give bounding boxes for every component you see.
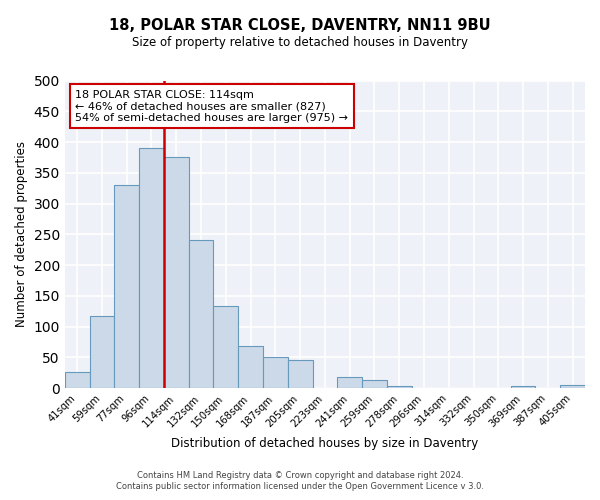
Text: 18, POLAR STAR CLOSE, DAVENTRY, NN11 9BU: 18, POLAR STAR CLOSE, DAVENTRY, NN11 9BU	[109, 18, 491, 32]
Text: 18 POLAR STAR CLOSE: 114sqm
← 46% of detached houses are smaller (827)
54% of se: 18 POLAR STAR CLOSE: 114sqm ← 46% of det…	[75, 90, 348, 123]
Y-axis label: Number of detached properties: Number of detached properties	[15, 142, 28, 328]
Bar	[65, 372, 89, 388]
Bar	[188, 240, 214, 388]
Text: Size of property relative to detached houses in Daventry: Size of property relative to detached ho…	[132, 36, 468, 49]
Bar	[115, 185, 139, 388]
Bar	[387, 386, 412, 388]
Bar	[214, 306, 238, 388]
Bar	[337, 377, 362, 388]
Bar	[511, 386, 535, 388]
X-axis label: Distribution of detached houses by size in Daventry: Distribution of detached houses by size …	[171, 437, 479, 450]
Bar	[288, 360, 313, 388]
Bar	[139, 148, 164, 388]
Bar	[89, 316, 115, 388]
Text: Contains public sector information licensed under the Open Government Licence v : Contains public sector information licen…	[116, 482, 484, 491]
Bar	[164, 158, 188, 388]
Bar	[362, 380, 387, 388]
Text: Contains HM Land Registry data © Crown copyright and database right 2024.: Contains HM Land Registry data © Crown c…	[137, 471, 463, 480]
Bar	[560, 385, 585, 388]
Bar	[263, 358, 288, 388]
Bar	[238, 346, 263, 388]
